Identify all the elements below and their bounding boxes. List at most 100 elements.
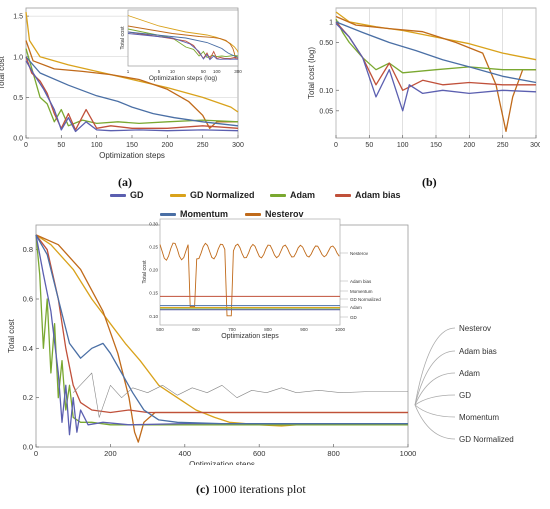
y-axis-label: Total cost (log)	[307, 47, 316, 99]
legend-item-adam-bias: Adam bias	[335, 190, 401, 200]
x-tick-label: 800	[327, 449, 340, 458]
y-axis-label: Total cost	[0, 55, 6, 90]
chart-b: 0 50 100 150 200 250 300 0.05 0.10 0.50 1 Total cos…	[307, 7, 540, 149]
x-tick-label: 150	[126, 142, 138, 149]
inset-x-tick-label: 100	[213, 69, 221, 74]
chart-c: 0 200 400 600 800 1000 0.0 0.2 0.4 0.6 0.8 Optimiza…	[7, 218, 514, 465]
chart-a: 0 50 100 150 200 250 3000.00.51.01.5Optimizati…	[0, 7, 244, 160]
x-tick-label: 1000	[400, 449, 417, 458]
inset-series-line	[127, 28, 239, 59]
x-tick-label: 150	[430, 142, 442, 149]
y-tick-label: 0.05	[319, 108, 333, 115]
x-axis-label: Optimization steps	[99, 151, 165, 160]
label-connector	[414, 404, 456, 440]
series-line	[25, 60, 239, 133]
x-tick-label: 100	[397, 142, 409, 149]
x-tick-label: 250	[197, 142, 209, 149]
inset-x-tick-label: 1000	[335, 327, 346, 332]
y-tick-label: 0.5	[13, 95, 23, 102]
inset-x-axis-label: Optimization steps (log)	[149, 75, 217, 82]
inset-x-tick-label: 1	[127, 69, 130, 74]
legend-swatch	[160, 212, 176, 216]
caption-b: (b)	[422, 175, 437, 189]
y-tick-label: 1.0	[13, 54, 23, 61]
legend-swatch	[335, 193, 351, 197]
x-tick-label: 400	[179, 449, 192, 458]
inset-y-axis-label: Total cost	[120, 26, 126, 50]
inset-series-label: Nesterov	[350, 251, 369, 256]
x-tick-label: 200	[161, 142, 173, 149]
inset-x-tick-label: 300	[234, 69, 242, 74]
inset-x-tick-label: 900	[300, 327, 308, 332]
series-label: Adam	[459, 369, 480, 378]
y-tick-label: 0.6	[23, 295, 33, 304]
label-connector	[414, 327, 456, 406]
inset-y-tick-label: 0.10	[149, 314, 158, 319]
inset-y-tick-label: 0.15	[149, 291, 158, 296]
x-tick-label: 0	[334, 142, 338, 149]
x-axis-label: Optimization steps	[189, 460, 255, 465]
inset-series-label: Adam	[350, 305, 362, 310]
series-label: Momentum	[459, 413, 499, 422]
inset-x-tick-label: 800	[264, 327, 272, 332]
series-line	[335, 23, 537, 112]
series-line	[35, 234, 408, 426]
inset-y-tick-label: 0.30	[149, 222, 158, 227]
inset-series-label: GD	[350, 315, 358, 320]
label-connector	[414, 372, 456, 406]
inset-series-label: Momentum	[350, 289, 373, 294]
x-tick-label: 250	[497, 142, 509, 149]
inset-series-line	[127, 31, 239, 58]
legend-item-nesterov: Nesterov	[245, 209, 304, 219]
y-tick-label: 0.0	[13, 136, 23, 143]
inset-series-label: Adam bias	[350, 279, 372, 284]
y-tick-label: 0.10	[319, 88, 333, 95]
y-tick-label: 1	[329, 19, 333, 26]
y-tick-label: 0.4	[23, 344, 33, 353]
y-tick-label: 0.8	[23, 245, 33, 254]
inset-x-tick-label: 600	[192, 327, 200, 332]
series-label: Adam bias	[459, 347, 497, 356]
x-tick-label: 300	[530, 142, 540, 149]
series-line	[25, 56, 239, 127]
inset-x-tick-label: 5	[158, 69, 161, 74]
legend-swatch	[245, 212, 261, 216]
legend: GD GD Normalized Adam Adam bias Momentum…	[0, 190, 550, 230]
x-tick-label: 200	[104, 449, 117, 458]
legend-item-momentum: Momentum	[160, 209, 228, 219]
series-line	[25, 40, 238, 129]
y-tick-label: 0.50	[319, 40, 333, 47]
x-tick-label: 100	[91, 142, 103, 149]
legend-item-adam: Adam	[270, 190, 315, 200]
y-tick-label: 0.2	[23, 393, 33, 402]
inset-y-tick-label: 0.20	[149, 268, 158, 273]
series-label: GD Normalized	[459, 435, 514, 444]
label-connector	[414, 350, 456, 406]
inset-x-tick-label: 700	[228, 327, 236, 332]
legend-swatch	[270, 193, 286, 197]
label-connector	[414, 394, 456, 406]
inset-x-axis-label: Optimization steps	[221, 333, 279, 340]
series-line	[335, 21, 537, 84]
inset-y-tick-label: 0.25	[149, 245, 158, 250]
x-tick-label: 300	[232, 142, 244, 149]
inset-x-tick-label: 50	[201, 69, 207, 74]
series-line	[25, 48, 239, 127]
legend-item-gd-normalized: GD Normalized	[170, 190, 255, 200]
legend-swatch	[170, 193, 186, 197]
x-tick-label: 0	[24, 142, 28, 149]
inset-series-line	[127, 33, 239, 61]
inset-x-tick-label: 500	[156, 327, 164, 332]
x-tick-label: 50	[57, 142, 65, 149]
inset-x-tick-label: 10	[170, 69, 176, 74]
y-axis-label: Total cost	[7, 318, 16, 353]
label-connector	[414, 404, 456, 418]
x-tick-label: 600	[253, 449, 266, 458]
x-tick-label: 200	[463, 142, 475, 149]
inset-series-label: GD Normalized	[350, 297, 381, 302]
caption-c: (c) 1000 iterations plot	[196, 482, 306, 496]
legend-item-gd: GD	[110, 190, 144, 200]
series-line	[335, 11, 537, 61]
inset-y-axis-label: Total cost	[142, 260, 148, 284]
caption-a: (a)	[118, 175, 132, 189]
